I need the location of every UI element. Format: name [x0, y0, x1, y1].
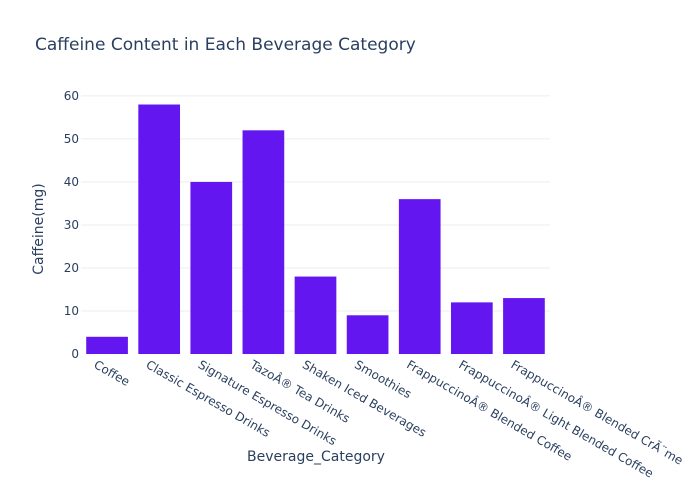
y-axis-title: Caffeine(mg) — [31, 183, 47, 274]
x-tick-label: Coffee — [92, 357, 133, 389]
y-tick-label: 30 — [64, 218, 79, 232]
y-tick-labels: 0 10 20 30 40 50 60 — [64, 89, 79, 361]
bar[interactable] — [450, 302, 493, 354]
bar[interactable] — [398, 199, 441, 354]
chart-title: Caffeine Content in Each Beverage Catego… — [35, 35, 416, 55]
x-axis-title: Beverage_Category — [247, 449, 385, 465]
bar[interactable] — [294, 276, 337, 354]
bar[interactable] — [138, 104, 181, 354]
bar[interactable] — [503, 298, 545, 354]
y-tick-label: 40 — [64, 175, 79, 189]
bars — [86, 104, 545, 354]
y-tick-label: 20 — [64, 261, 79, 275]
x-tick-label: FrappuccinoÂ® Light Blended Coffee — [456, 357, 656, 481]
y-tick-label: 60 — [64, 89, 79, 103]
bar[interactable] — [346, 315, 389, 354]
y-tick-label: 0 — [71, 347, 79, 361]
bar[interactable] — [242, 130, 285, 354]
y-tick-label: 50 — [64, 132, 79, 146]
bar[interactable] — [86, 336, 128, 354]
y-tick-label: 10 — [64, 304, 79, 318]
bar[interactable] — [190, 181, 233, 354]
